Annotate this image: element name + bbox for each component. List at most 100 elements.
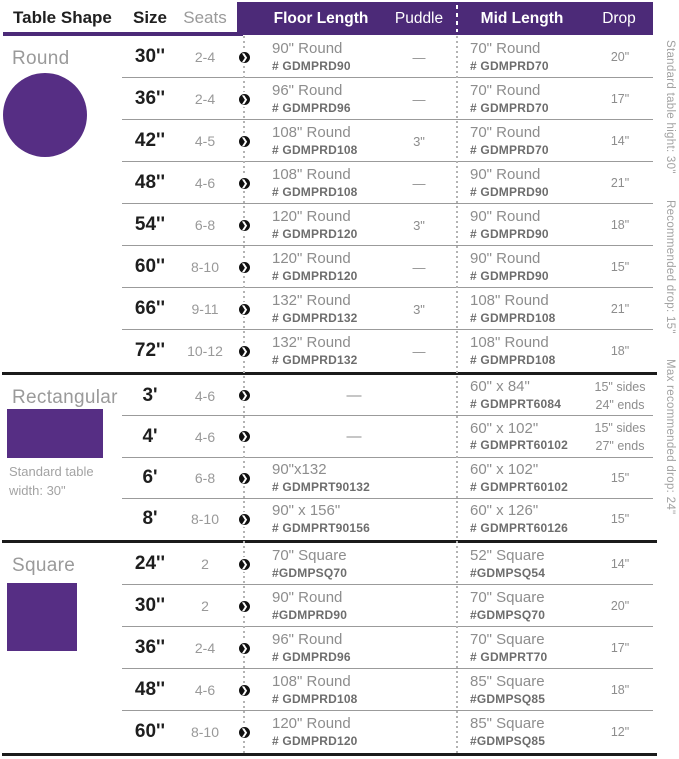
mid-part-number: # GDMPRT60102 <box>470 438 568 453</box>
floor-length-cell: 108" Round # GDMPRD108 <box>256 673 386 707</box>
mid-part-number: # GDMPRT6084 <box>470 397 562 412</box>
size-cell: 48'' <box>134 679 166 700</box>
seats-cell: 2-4 <box>194 640 216 656</box>
mid-length-cell: 90" Round # GDMPRD90 <box>452 250 585 284</box>
arrow-circle-icon: ❯ <box>236 470 252 486</box>
arrow-circle-icon: ❯ <box>236 682 252 698</box>
seats-cell: 2 <box>201 556 209 572</box>
seats-cell: 2-4 <box>194 91 216 107</box>
mid-part-number: # GDMPRD70 <box>470 142 549 157</box>
floor-length-cell: 120" Round # GDMPRD120 <box>256 250 386 284</box>
drop-cell: 15" <box>610 512 630 527</box>
square-shape <box>7 583 77 651</box>
floor-length-cell: 132" Round # GDMPRD132 <box>256 292 386 326</box>
mid-length-value: 70" Square <box>470 588 545 606</box>
seats-cell: 4-6 <box>194 387 216 404</box>
table-row: 30'' 2-4 ❯ 90" Round # GDMPRD90—70" Round # G… <box>0 36 655 78</box>
header-dashed-divider <box>456 5 458 32</box>
table-row: 60'' 8-10 ❯ 120" Round # GDMPRD120 85" Square… <box>0 711 655 753</box>
seats-cell: 4-6 <box>194 175 216 191</box>
drop-cell: 15" <box>610 259 630 274</box>
floor-part-number: # GDMPRD132 <box>272 310 358 325</box>
mid-part-number: #GDMPSQ54 <box>470 565 546 580</box>
floor-length-value: 108" Round <box>272 672 351 690</box>
arrow-circle-icon: ❯ <box>236 511 252 527</box>
section-label: Round <box>12 48 70 69</box>
column-header-drop: Drop <box>602 10 636 27</box>
seats-cell: 6-8 <box>194 470 216 487</box>
drop-cell: 21" <box>610 175 630 190</box>
side-note-phrase: Standard table hight: 30" <box>664 40 676 174</box>
section-label: Square <box>12 555 76 576</box>
drop-cell: 15" sides 24" ends <box>594 379 646 412</box>
table-row: 4' 4-6 ❯ — 60" x 102" # GDMPRT60102 15" sides … <box>0 416 655 458</box>
mid-length-value: 108" Round <box>470 291 549 309</box>
size-cell: 24'' <box>134 553 166 574</box>
mid-length-cell: 85" Square #GDMPSQ85 <box>452 715 585 749</box>
floor-length-cell: 96" Round # GDMPRD96 <box>256 631 386 665</box>
size-cell: 48'' <box>134 172 166 193</box>
section-rectangle: Rectangular Standard table width: 30" 3' 4-… <box>0 375 655 540</box>
arrow-circle-icon: ❯ <box>236 640 252 656</box>
size-cell: 3' <box>142 384 158 406</box>
mid-part-number: # GDMPRD90 <box>470 184 549 199</box>
drop-cell: 15" sides 27" ends <box>594 420 646 453</box>
mid-length-cell: 70" Square # GDMPRT70 <box>452 631 585 665</box>
floor-part-number: # GDMPRD96 <box>272 649 351 664</box>
drop-cell: 15" <box>610 471 630 486</box>
table-row: 6' 6-8 ❯ 90"x132 # GDMPRT90132 60" x 102" # GD… <box>0 458 655 500</box>
mid-part-number: # GDMPRT60102 <box>470 479 568 494</box>
drop-cell: 18" <box>610 217 630 232</box>
arrow-circle-icon: ❯ <box>236 598 252 614</box>
mid-length-value: 108" Round <box>470 333 549 351</box>
seats-cell: 2 <box>201 598 209 614</box>
floor-length-cell: 132" Round # GDMPRD132 <box>256 334 386 368</box>
mid-length-cell: 60" x 126" # GDMPRT60126 <box>452 502 585 536</box>
mid-part-number: # GDMPRD108 <box>470 310 556 325</box>
drop-cell: 14" <box>610 556 630 571</box>
mid-length-value: 70" Round <box>470 81 541 99</box>
mid-length-value: 60" x 126" <box>470 502 539 520</box>
table-row: 72'' 10-12 ❯ 132" Round # GDMPRD132—108" Rou… <box>0 330 655 372</box>
table-row: 24'' 2 ❯ 70" Square #GDMPSQ70 52" Square #GDMP… <box>0 543 655 585</box>
puddle-cell: — <box>412 49 426 65</box>
floor-part-number: # GDMPRD120 <box>272 733 358 748</box>
seats-cell: 4-6 <box>194 682 216 698</box>
floor-length-value: 120" Round <box>272 207 351 225</box>
table-row: 36'' 2-4 ❯ 96" Round # GDMPRD96—70" Round # G… <box>0 78 655 120</box>
mid-length-value: 60" x 84" <box>470 378 530 396</box>
drop-cell: 17" <box>610 640 630 655</box>
column-header-table-shape: Table Shape <box>13 8 112 27</box>
mid-length-cell: 60" x 84" # GDMPRT6084 <box>452 378 585 412</box>
floor-length-value: 90" Round <box>272 588 343 606</box>
table-row: 8' 8-10 ❯ 90" x 156" # GDMPRT90156 60" x 126"… <box>0 499 655 540</box>
mid-length-value: 85" Square <box>470 672 545 690</box>
mid-length-value: 90" Round <box>470 165 541 183</box>
size-cell: 60'' <box>134 256 166 277</box>
puddle-cell: 3" <box>413 301 425 317</box>
puddle-cell: — <box>412 259 426 275</box>
size-cell: 36'' <box>134 637 166 658</box>
mid-length-value: 90" Round <box>470 207 541 225</box>
side-note-phrase: Recommended drop: 15" <box>664 199 676 334</box>
mid-length-cell: 52" Square #GDMPSQ54 <box>452 547 585 581</box>
column-header-floor-length: Floor Length <box>273 10 369 27</box>
arrow-circle-icon: ❯ <box>236 259 252 275</box>
floor-part-number: # GDMPRD108 <box>272 142 358 157</box>
size-cell: 4' <box>142 425 158 447</box>
arrow-circle-icon: ❯ <box>236 91 252 107</box>
seats-cell: 6-8 <box>194 217 216 233</box>
side-note-phrase: Max recommended drop: 24" <box>664 359 676 515</box>
size-cell: 30'' <box>134 46 166 67</box>
column-header-size: Size <box>132 8 168 27</box>
seats-cell: 8-10 <box>190 511 220 528</box>
bottom-border <box>2 753 657 756</box>
floor-part-number: # GDMPRT90156 <box>272 520 370 535</box>
drop-cell: 18" <box>610 343 630 358</box>
mid-length-value: 70" Round <box>470 123 541 141</box>
table-row: 66'' 9-11 ❯ 132" Round # GDMPRD132 3" 108" Rou… <box>0 288 655 330</box>
floor-part-number: #GDMPSQ70 <box>272 565 348 580</box>
floor-length-value: 96" Round <box>272 630 343 648</box>
floor-length-cell: 96" Round # GDMPRD96 <box>256 82 386 116</box>
puddle-cell: 3" <box>413 217 425 233</box>
